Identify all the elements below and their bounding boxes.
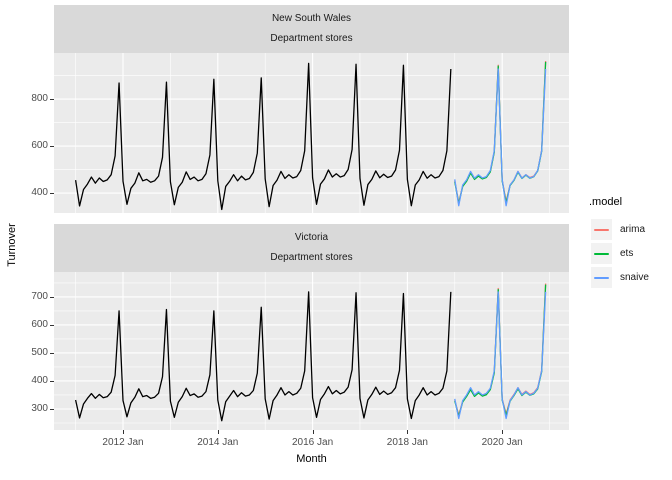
legend: .model arima ets snaive: [589, 196, 649, 291]
y-tick-mark: [50, 146, 54, 148]
legend-title: .model: [589, 196, 623, 208]
x-tick-mark: [123, 430, 124, 434]
y-tick-mark: [50, 352, 54, 354]
facet-strip-title: New South Wales: [271, 13, 352, 24]
legend-key-line: [594, 253, 609, 255]
x-tick-mark: [312, 430, 314, 434]
series-line-actual: [74, 62, 452, 211]
y-tick-label: 800: [31, 93, 48, 105]
y-tick-label: 400: [31, 374, 48, 386]
y-tick-label: 700: [31, 290, 48, 302]
y-tick-label: 300: [31, 402, 48, 414]
chart-panel-victoria: [54, 272, 569, 430]
legend-key: [591, 267, 612, 288]
legend-label: ets: [620, 248, 634, 259]
series-line-snaive: [454, 68, 547, 207]
panel-svg: [54, 272, 569, 430]
x-tick-label: 2020 Jan: [481, 437, 523, 448]
x-tick-mark: [502, 430, 504, 434]
y-tick-mark: [50, 193, 54, 195]
y-tick-mark: [50, 99, 54, 101]
legend-item-arima: arima: [591, 219, 649, 240]
legend-label: arima: [620, 224, 646, 235]
x-tick-label: 2018 Jan: [386, 437, 428, 448]
facet-strip-subtitle: Department stores: [270, 252, 353, 263]
facet-strip-subtitle: Department stores: [270, 33, 353, 44]
y-tick-label: 500: [31, 346, 48, 358]
y-tick-mark: [50, 408, 54, 410]
x-tick-label: 2014 Jan: [197, 437, 239, 448]
legend-item-ets: ets: [591, 243, 649, 264]
series-line-actual: [74, 291, 452, 422]
y-tick-mark: [50, 380, 54, 382]
y-tick-mark: [50, 324, 54, 326]
legend-label: snaive: [620, 272, 649, 283]
y-tick-label: 400: [31, 187, 48, 199]
facet-strip-new-south-wales: New South Wales Department stores: [54, 5, 569, 53]
facet-strip-victoria: Victoria Department stores: [54, 224, 569, 272]
legend-key: [591, 243, 612, 264]
legend-key-line: [594, 277, 609, 279]
legend-key-line: [594, 229, 609, 231]
y-axis-title: Turnover: [6, 223, 18, 267]
legend-key: [591, 219, 612, 240]
legend-entries: arima ets snaive: [589, 219, 649, 288]
y-tick-label: 600: [31, 140, 48, 152]
series-line-snaive: [454, 291, 547, 420]
y-tick-mark: [50, 296, 54, 298]
x-axis-title: Month: [296, 453, 327, 465]
chart-panel-new-south-wales: [54, 53, 569, 213]
x-tick-mark: [217, 430, 219, 434]
facet-strip-title: Victoria: [294, 232, 329, 243]
legend-item-snaive: snaive: [591, 267, 649, 288]
x-tick-mark: [407, 430, 409, 434]
y-tick-label: 600: [31, 318, 48, 330]
panel-svg: [54, 53, 569, 213]
x-tick-label: 2012 Jan: [102, 437, 144, 448]
x-tick-label: 2016 Jan: [292, 437, 334, 448]
